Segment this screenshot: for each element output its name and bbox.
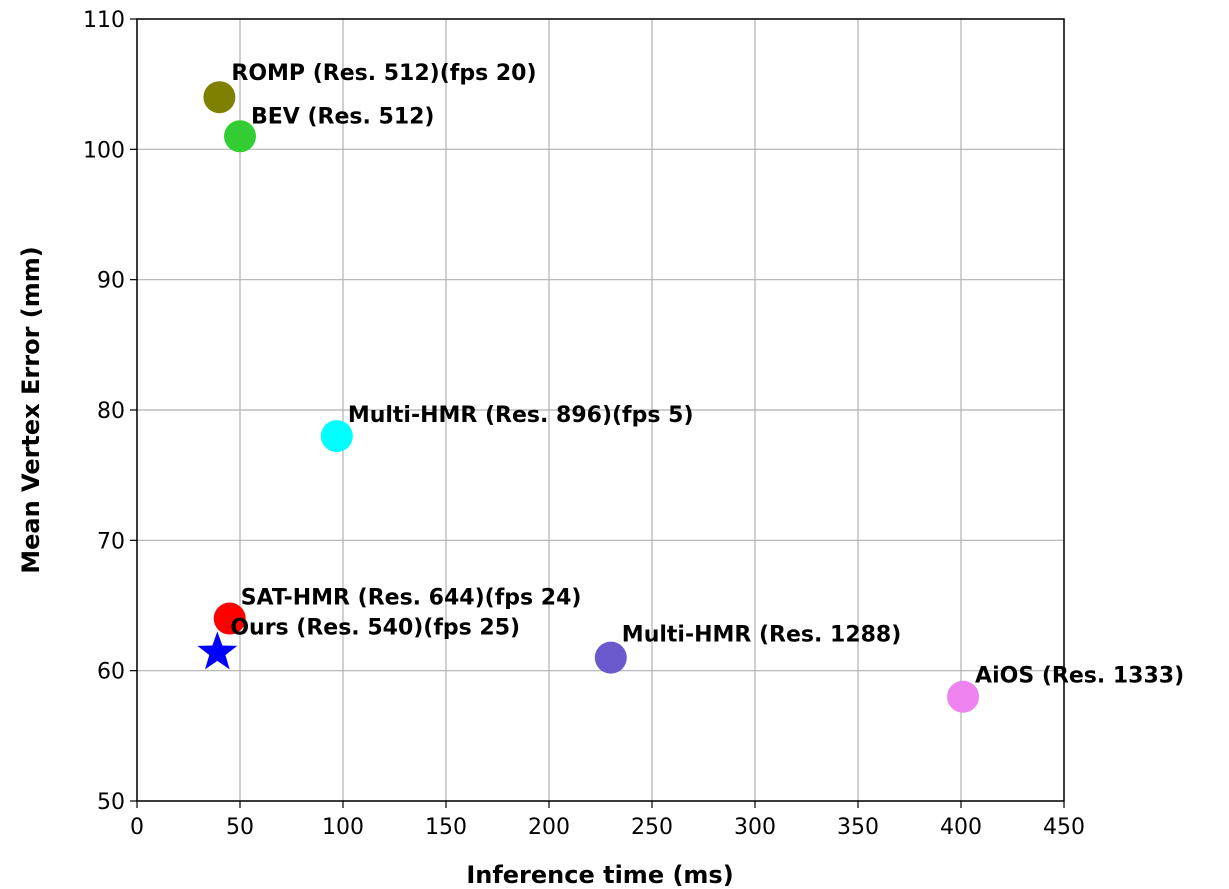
y-tick-label: 50 xyxy=(97,790,125,815)
point-marker-multi-hmr-res-1288 xyxy=(594,641,627,674)
y-tick-label: 80 xyxy=(97,399,125,424)
y-tick-label: 100 xyxy=(83,138,125,163)
x-tick-label: 250 xyxy=(631,815,673,840)
point-label-ours-res-540-fps-25: Ours (Res. 540)(fps 25) xyxy=(230,615,520,640)
x-tick-label: 50 xyxy=(226,815,254,840)
point-marker-aios-res-1333 xyxy=(947,680,980,713)
y-tick-label: 70 xyxy=(97,529,125,554)
point-label-multi-hmr-res-1288: Multi-HMR (Res. 1288) xyxy=(622,623,902,648)
x-tick-label: 200 xyxy=(528,815,570,840)
point-label-aios-res-1333: AiOS (Res. 1333) xyxy=(975,664,1184,689)
point-label-sat-hmr-res-644-fps-24: SAT-HMR (Res. 644)(fps 24) xyxy=(241,586,582,611)
point-marker-bev-res-512 xyxy=(224,120,256,153)
x-tick-label: 400 xyxy=(940,815,982,840)
x-tick-label: 350 xyxy=(837,815,879,840)
y-tick-label: 110 xyxy=(83,8,125,33)
y-axis-title: Mean Vertex Error (mm) xyxy=(17,246,45,573)
x-tick-label: 300 xyxy=(734,815,776,840)
x-tick-label: 100 xyxy=(322,815,364,840)
x-tick-label: 0 xyxy=(130,815,144,840)
point-marker-multi-hmr-res-896-fps-5 xyxy=(320,420,353,453)
y-axis-ticks: 50 60 70 80 90 100 110 xyxy=(83,8,137,815)
data-points: ROMP (Res. 512)(fps 20) BEV (Res. 512) Mul… xyxy=(197,61,1184,713)
x-tick-label: 450 xyxy=(1043,815,1085,840)
plot-frame xyxy=(136,18,1065,802)
point-marker-sat-hmr-res-644-fps-24 xyxy=(213,602,246,635)
y-tick-label: 90 xyxy=(97,269,125,294)
point-label-romp-res-512-fps-20: ROMP (Res. 512)(fps 20) xyxy=(231,61,536,86)
point-marker-romp-res-512-fps-20 xyxy=(203,81,236,114)
point-label-bev-res-512: BEV (Res. 512) xyxy=(251,104,435,129)
x-axis-title: Inference time (ms) xyxy=(466,861,733,889)
x-axis-ticks: 0 50 100 150 200 250 300 350 400 450 xyxy=(130,801,1085,840)
star-marker-ours-res-540-fps-25 xyxy=(197,631,238,670)
y-tick-label: 60 xyxy=(97,660,125,685)
point-label-multi-hmr-res-896-fps-5: Multi-HMR (Res. 896)(fps 5) xyxy=(348,403,694,428)
x-tick-label: 150 xyxy=(425,815,467,840)
